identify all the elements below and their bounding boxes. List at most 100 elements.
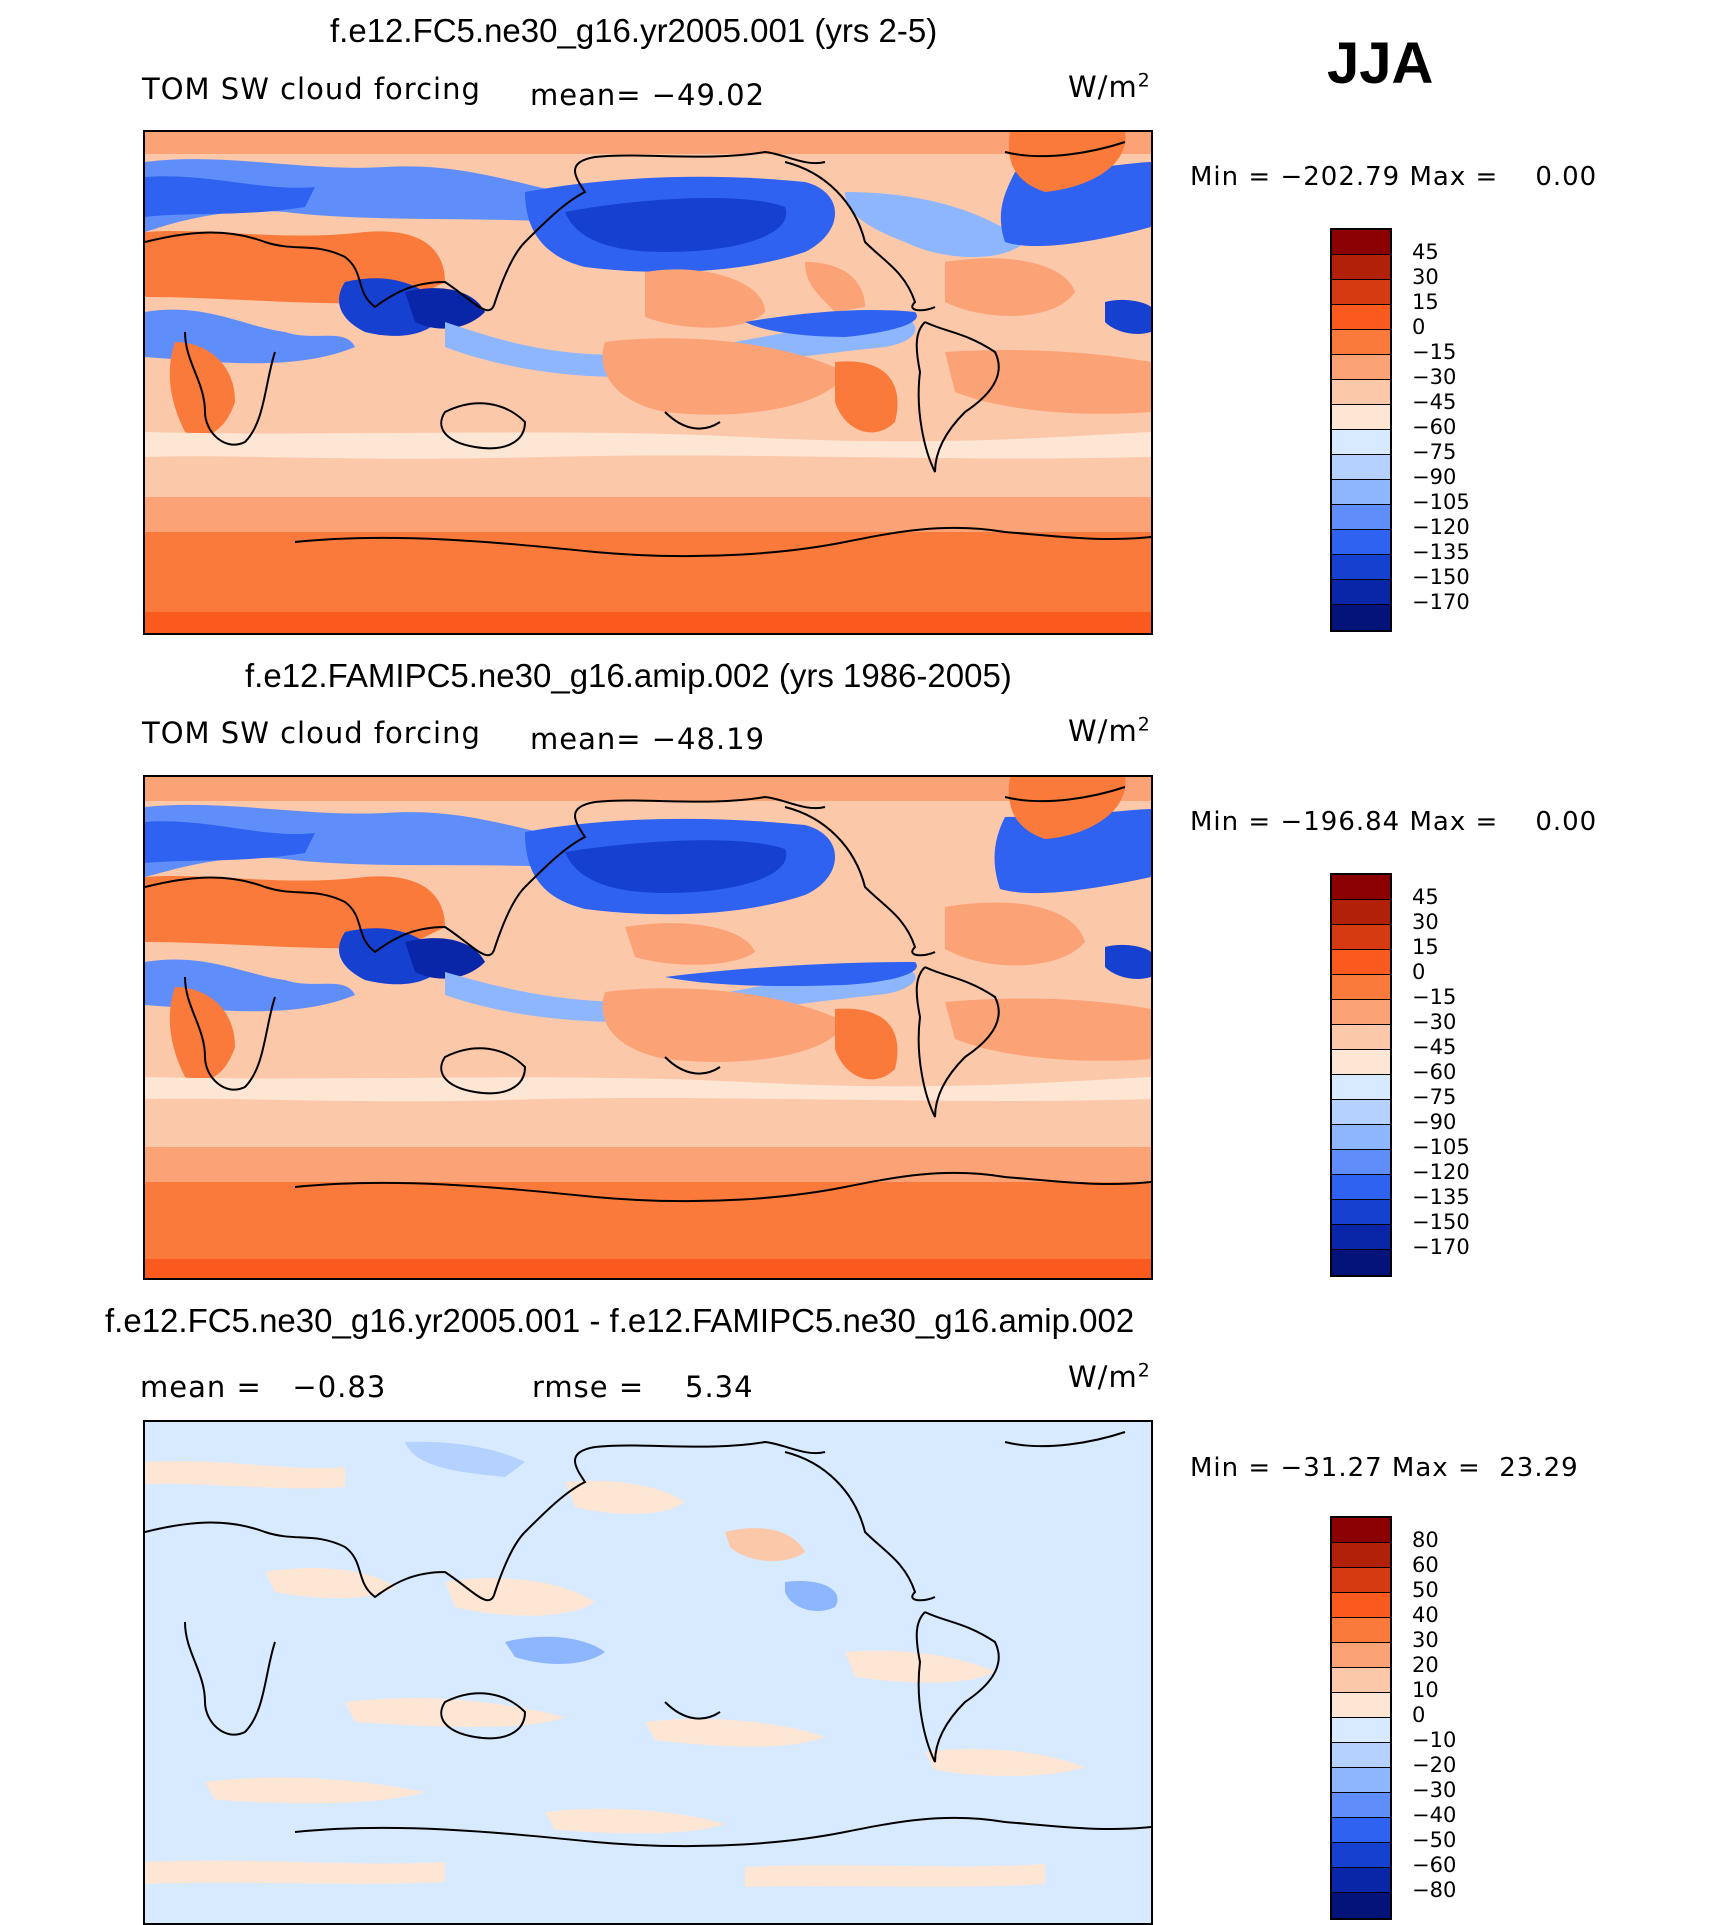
colorbar-tick-label: −90 xyxy=(1412,465,1457,489)
colorbar-tick-label: 30 xyxy=(1412,1628,1439,1652)
colorbar-swatch xyxy=(1332,925,1390,950)
colorbar-swatch xyxy=(1332,950,1390,975)
colorbar-swatch xyxy=(1332,380,1390,405)
panel-3-rmse-label: rmse = 5.34 xyxy=(532,1370,754,1404)
colorbar-swatch xyxy=(1332,1868,1390,1893)
panel-3-units: W/m2 xyxy=(1068,1360,1151,1394)
colorbar-tick-label: −40 xyxy=(1412,1803,1457,1827)
colorbar-tick-label: −120 xyxy=(1412,1160,1470,1184)
panel-3-colorbar xyxy=(1330,1516,1392,1920)
colorbar-tick-label: −135 xyxy=(1412,1185,1470,1209)
colorbar-swatch xyxy=(1332,480,1390,505)
colorbar-swatch xyxy=(1332,1175,1390,1200)
panel-3-map-canvas xyxy=(145,1422,1151,1923)
colorbar-tick-label: 40 xyxy=(1412,1603,1439,1627)
colorbar-swatch xyxy=(1332,355,1390,380)
colorbar-swatch xyxy=(1332,605,1390,630)
colorbar-swatch xyxy=(1332,875,1390,900)
panel-3-minmax: Min = −31.27 Max = 23.29 xyxy=(1190,1453,1579,1483)
colorbar-tick-label: −10 xyxy=(1412,1728,1457,1752)
colorbar-swatch xyxy=(1332,1225,1390,1250)
panel-3-title: f.e12.FC5.ne30_g16.yr2005.001 - f.e12.FA… xyxy=(105,1302,1135,1339)
colorbar-tick-label: −30 xyxy=(1412,1010,1457,1034)
colorbar-tick-label: 0 xyxy=(1412,960,1426,984)
panel-1-map xyxy=(143,130,1153,635)
panel-1-colorbar xyxy=(1330,228,1392,632)
panel-2-colorbar xyxy=(1330,873,1392,1277)
colorbar-tick-label: 20 xyxy=(1412,1653,1439,1677)
colorbar-swatch xyxy=(1332,1075,1390,1100)
colorbar-swatch xyxy=(1332,305,1390,330)
colorbar-swatch xyxy=(1332,1200,1390,1225)
colorbar-swatch xyxy=(1332,1125,1390,1150)
colorbar-swatch xyxy=(1332,1025,1390,1050)
colorbar-tick-label: −45 xyxy=(1412,390,1457,414)
colorbar-swatch xyxy=(1332,455,1390,480)
colorbar-tick-label: 50 xyxy=(1412,1578,1439,1602)
colorbar-tick-label: −30 xyxy=(1412,365,1457,389)
colorbar-tick-label: −60 xyxy=(1412,415,1457,439)
panel-1-map-canvas xyxy=(145,132,1151,633)
colorbar-swatch xyxy=(1332,1050,1390,1075)
colorbar-tick-label: −15 xyxy=(1412,985,1457,1009)
colorbar-tick-label: 15 xyxy=(1412,290,1439,314)
panel-2-variable-label: TOM SW cloud forcing xyxy=(142,716,481,750)
colorbar-swatch xyxy=(1332,1593,1390,1618)
colorbar-swatch xyxy=(1332,1743,1390,1768)
panel-1-units: W/m2 xyxy=(1068,70,1151,104)
panel-1-title: f.e12.FC5.ne30_g16.yr2005.001 (yrs 2-5) xyxy=(330,12,938,49)
colorbar-tick-label: −30 xyxy=(1412,1778,1457,1802)
panel-2-minmax: Min = −196.84 Max = 0.00 xyxy=(1190,807,1598,837)
colorbar-tick-label: −45 xyxy=(1412,1035,1457,1059)
panel-2-title: f.e12.FAMIPC5.ne30_g16.amip.002 (yrs 198… xyxy=(245,657,1012,694)
colorbar-tick-label: −60 xyxy=(1412,1060,1457,1084)
colorbar-swatch xyxy=(1332,1693,1390,1718)
colorbar-swatch xyxy=(1332,1618,1390,1643)
panel-1-variable-label: TOM SW cloud forcing xyxy=(142,72,481,106)
panel-2-units: W/m2 xyxy=(1068,714,1151,748)
colorbar-swatch xyxy=(1332,255,1390,280)
colorbar-swatch xyxy=(1332,1843,1390,1868)
panel-3-map xyxy=(143,1420,1153,1925)
season-label: JJA xyxy=(1327,31,1434,96)
colorbar-swatch xyxy=(1332,1643,1390,1668)
colorbar-swatch xyxy=(1332,975,1390,1000)
colorbar-tick-label: 60 xyxy=(1412,1553,1439,1577)
colorbar-tick-label: −20 xyxy=(1412,1753,1457,1777)
colorbar-tick-label: −80 xyxy=(1412,1878,1457,1902)
colorbar-tick-label: 45 xyxy=(1412,885,1439,909)
colorbar-swatch xyxy=(1332,1250,1390,1275)
colorbar-swatch xyxy=(1332,405,1390,430)
colorbar-swatch xyxy=(1332,1768,1390,1793)
colorbar-swatch xyxy=(1332,430,1390,455)
colorbar-swatch xyxy=(1332,530,1390,555)
colorbar-tick-label: −15 xyxy=(1412,340,1457,364)
panel-1-mean-label: mean= −49.02 xyxy=(530,78,766,112)
colorbar-tick-label: −170 xyxy=(1412,1235,1470,1259)
colorbar-swatch xyxy=(1332,330,1390,355)
colorbar-swatch xyxy=(1332,1568,1390,1593)
colorbar-tick-label: −135 xyxy=(1412,540,1470,564)
colorbar-swatch xyxy=(1332,1100,1390,1125)
colorbar-tick-label: −105 xyxy=(1412,490,1470,514)
colorbar-swatch xyxy=(1332,1518,1390,1543)
colorbar-swatch xyxy=(1332,1150,1390,1175)
colorbar-swatch xyxy=(1332,1668,1390,1693)
colorbar-tick-label: −75 xyxy=(1412,1085,1457,1109)
colorbar-swatch xyxy=(1332,1793,1390,1818)
colorbar-tick-label: 0 xyxy=(1412,1703,1426,1727)
colorbar-swatch xyxy=(1332,1718,1390,1743)
panel-2-map xyxy=(143,775,1153,1280)
colorbar-swatch xyxy=(1332,230,1390,255)
colorbar-tick-label: 30 xyxy=(1412,910,1439,934)
colorbar-swatch xyxy=(1332,900,1390,925)
colorbar-tick-label: −150 xyxy=(1412,565,1470,589)
colorbar-tick-label: −120 xyxy=(1412,515,1470,539)
colorbar-swatch xyxy=(1332,555,1390,580)
colorbar-swatch xyxy=(1332,580,1390,605)
colorbar-swatch xyxy=(1332,280,1390,305)
colorbar-tick-label: 45 xyxy=(1412,240,1439,264)
colorbar-tick-label: −150 xyxy=(1412,1210,1470,1234)
colorbar-tick-label: 30 xyxy=(1412,265,1439,289)
colorbar-swatch xyxy=(1332,505,1390,530)
